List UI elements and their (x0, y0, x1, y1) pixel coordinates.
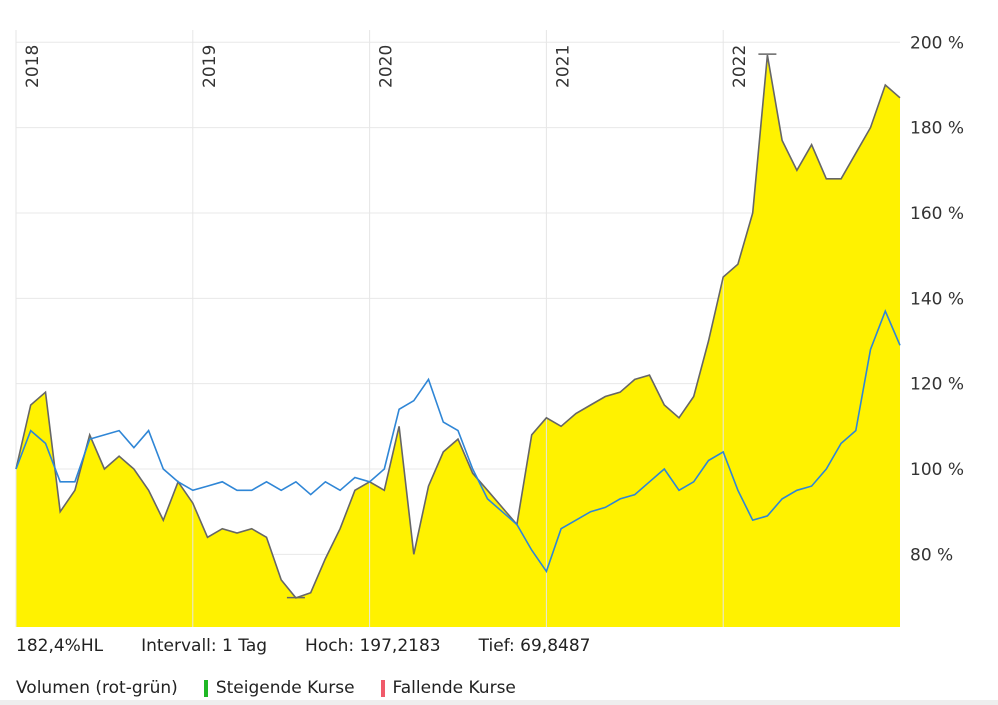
year-label: 2019 (200, 45, 220, 88)
falling-swatch-icon (380, 679, 385, 697)
legend-volume-label: Volumen (rot-grün) (16, 678, 178, 698)
chart-legend: Volumen (rot-grün) Steigende Kurse Falle… (16, 678, 542, 698)
legend-rising: Steigende Kurse (203, 678, 355, 698)
year-label: 2018 (23, 45, 43, 88)
year-label: 2021 (553, 45, 573, 88)
low-value: Tief: 69,8487 (478, 636, 591, 656)
year-label: 2022 (730, 45, 750, 88)
y-tick-label: 120 % (910, 375, 964, 395)
legend-falling-label: Fallende Kurse (392, 678, 516, 698)
bottom-divider (0, 700, 998, 705)
performance-value: 182,4%HL (16, 636, 104, 656)
y-tick-label: 80 % (910, 545, 953, 565)
y-tick-label: 180 % (910, 119, 964, 139)
fund-area (16, 55, 900, 628)
legend-falling: Fallende Kurse (380, 678, 516, 698)
legend-rising-label: Steigende Kurse (215, 678, 355, 698)
y-tick-label: 100 % (910, 460, 964, 480)
fund-line (15, 54, 901, 599)
chart-info-bar: 182,4%HL Intervall: 1 Tag Hoch: 197,2183… (16, 636, 628, 656)
rising-swatch-icon (203, 679, 208, 697)
legend-volume: Volumen (rot-grün) (16, 678, 178, 698)
performance-chart: 80 % 100 % 120 % 140 % 160 % 180 % 200 % 2018 20… (15, 30, 964, 628)
benchmark-line (15, 308, 901, 574)
y-tick-label: 200 % (910, 33, 964, 53)
high-value: Hoch: 197,2183 (305, 636, 441, 656)
year-label: 2020 (377, 45, 397, 88)
interval-label[interactable]: Intervall: 1 Tag (141, 636, 268, 656)
y-tick-label: 140 % (910, 289, 964, 309)
y-tick-label: 160 % (910, 204, 964, 224)
